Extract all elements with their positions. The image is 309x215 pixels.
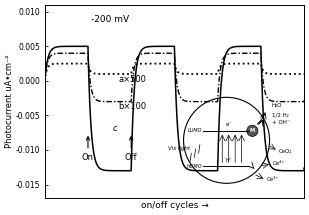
Text: On: On [82, 137, 94, 163]
Text: Off: Off [125, 137, 138, 163]
Y-axis label: Photocurrent uA•cm⁻²: Photocurrent uA•cm⁻² [5, 55, 14, 148]
X-axis label: on/off cycles →: on/off cycles → [141, 201, 208, 210]
Text: c: c [112, 124, 117, 133]
Text: a×500: a×500 [119, 75, 146, 84]
Text: -200 mV: -200 mV [91, 15, 129, 23]
Text: b×100: b×100 [119, 102, 147, 111]
